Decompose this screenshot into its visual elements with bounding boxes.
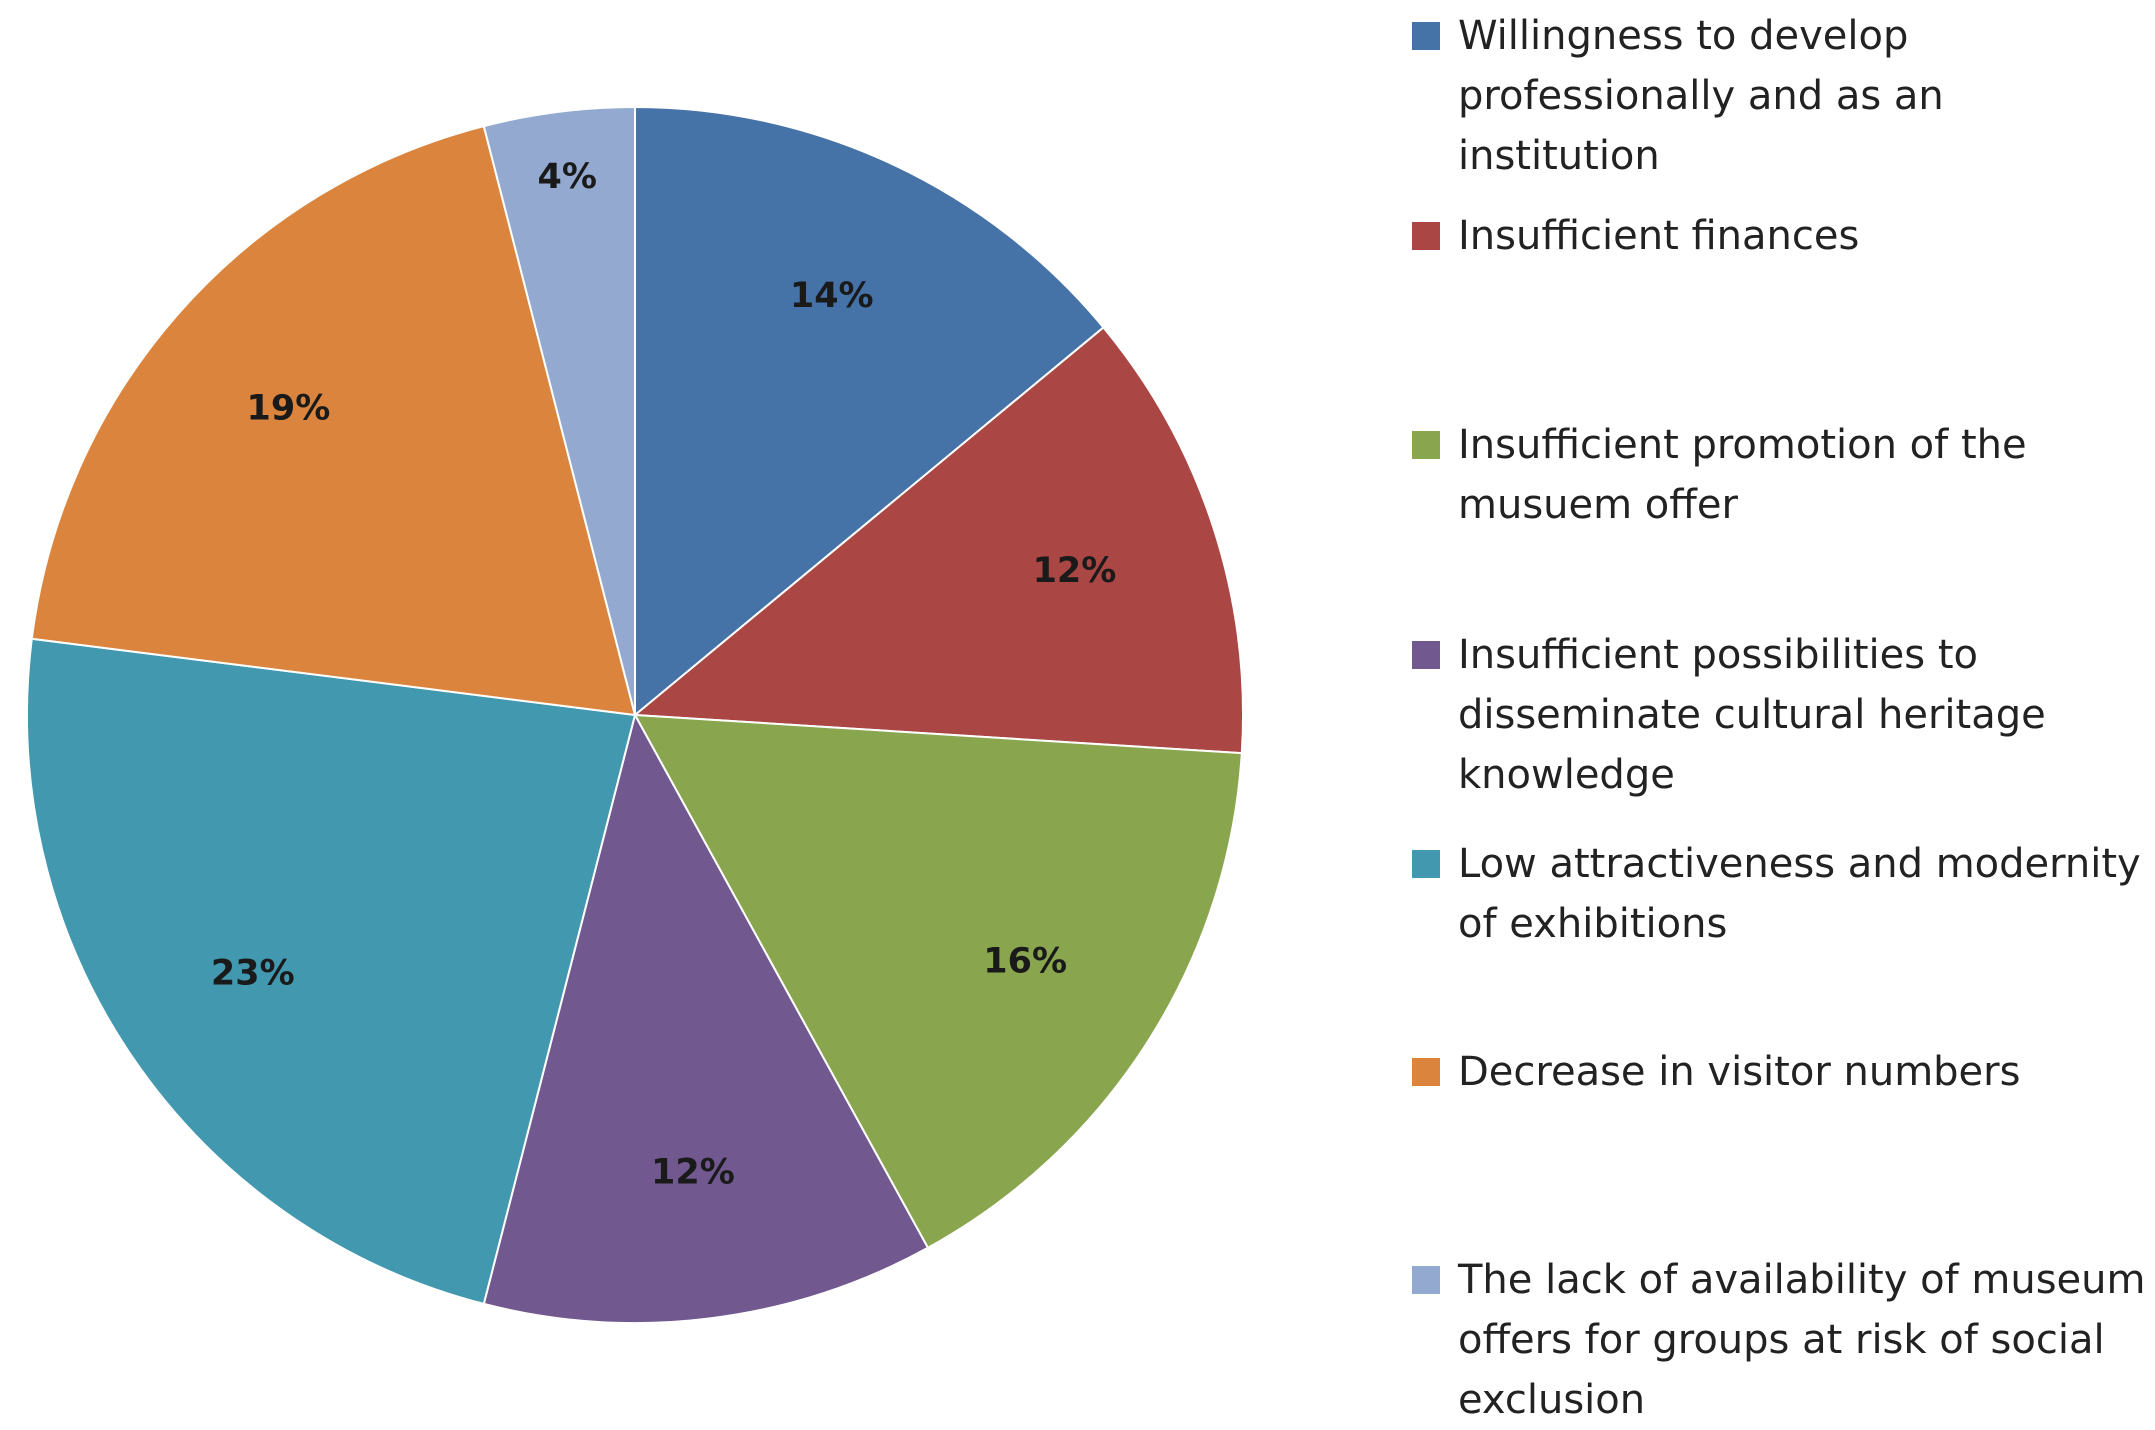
slice-data-label: 16%: [983, 942, 1067, 982]
slice-data-label: 14%: [790, 276, 874, 316]
slice-data-label: 4%: [537, 157, 596, 197]
pie-slice: [632, 326, 1244, 755]
slice-data-label: 12%: [651, 1152, 735, 1192]
legend-swatch: [1412, 22, 1440, 50]
legend-swatch: [1412, 850, 1440, 878]
pie-slice: [482, 105, 636, 716]
pie-slice: [634, 105, 1105, 718]
legend-swatch: [1412, 431, 1440, 459]
pie-slice: [30, 124, 637, 717]
legend-label: The lack of availability of museum offer…: [1458, 1257, 2146, 1423]
legend-swatch: [1412, 641, 1440, 669]
legend-label: Insufficient promotion of the musuem off…: [1458, 422, 2027, 528]
legend-item: Low attractiveness and modernity of exhi…: [1412, 834, 2148, 954]
pie-chart: 14% 12% 16% 12% 23% 19% 4%: [26, 105, 1244, 1324]
legend-label: Low attractiveness and modernity of exhi…: [1458, 841, 2141, 947]
legend-item: Insufficient possibilities to disseminat…: [1412, 625, 2148, 805]
slice-data-label: 19%: [246, 388, 330, 428]
slice-data-label: 12%: [1033, 551, 1117, 591]
legend-item: Insufficient finances: [1412, 206, 2148, 266]
legend-label: Decrease in visitor numbers: [1458, 1049, 2021, 1095]
legend-label: Insufficient possibilities to disseminat…: [1458, 632, 2046, 798]
legend-item: Willingness to develop professionally an…: [1412, 6, 2148, 186]
pie-slice: [482, 712, 930, 1324]
pie-slice: [633, 713, 1243, 1250]
legend-swatch: [1412, 1058, 1440, 1086]
legend-label: Insufficient finances: [1458, 213, 1860, 259]
legend-item: The lack of availability of museum offer…: [1412, 1250, 2148, 1430]
slice-data-label: 23%: [211, 954, 295, 994]
legend-item: Decrease in visitor numbers: [1412, 1042, 2148, 1102]
legend-swatch: [1412, 222, 1440, 250]
pie-slice: [26, 637, 637, 1306]
legend-item: Insufficient promotion of the musuem off…: [1412, 415, 2148, 535]
legend-label: Willingness to develop professionally an…: [1458, 13, 1944, 179]
legend-swatch: [1412, 1266, 1440, 1294]
